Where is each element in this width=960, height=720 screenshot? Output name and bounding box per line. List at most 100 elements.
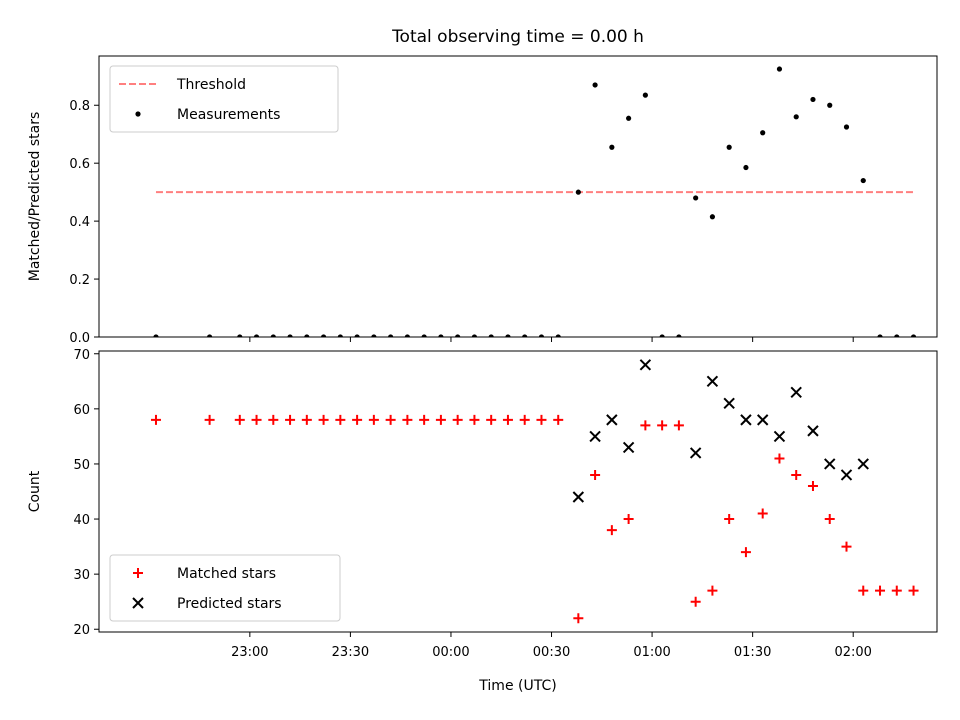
- legend-measurement-swatch: [135, 111, 141, 117]
- predicted-star-point: [606, 414, 618, 426]
- measurement-point: [505, 334, 511, 337]
- y-axis-title: Matched/Predicted stars: [27, 112, 43, 282]
- measurement-point: [388, 334, 394, 337]
- measurement-point: [354, 334, 360, 337]
- matched-star-point: [452, 414, 463, 425]
- measurement-point: [760, 130, 766, 136]
- legend-label: Measurements: [177, 107, 280, 123]
- measurement-point: [709, 214, 716, 220]
- matched-star-point: [419, 414, 430, 425]
- matched-star-point: [553, 414, 564, 425]
- x-tick-label: 00:00: [432, 645, 469, 660]
- measurement-point: [421, 334, 427, 337]
- measurement-point: [471, 334, 478, 337]
- predicted-star-point: [840, 469, 853, 481]
- matched-star-point: [724, 514, 735, 525]
- measurement-point: [270, 334, 276, 337]
- measurement-point: [538, 334, 545, 337]
- matched-star-point: [757, 508, 768, 519]
- matched-star-point: [435, 414, 446, 425]
- legend-label: Matched stars: [177, 566, 276, 582]
- measurement-point: [843, 124, 850, 130]
- measurement-point: [555, 334, 561, 337]
- measurement-point: [810, 96, 816, 103]
- data-layer: [150, 359, 919, 624]
- measurement-point: [726, 144, 732, 150]
- x-axis-title: Time (UTC): [478, 678, 556, 694]
- measurement-point: [237, 334, 243, 337]
- ratio-panel: 0.0 0.2 0.4 0.6 0.8 Matched/Predicted stars Th…: [27, 55, 938, 346]
- matched-star-point: [318, 414, 329, 425]
- measurement-point: [337, 334, 343, 337]
- counts-panel: 20 30 40 50 60 70 23:00 23:30 00:00 00:30 01:00 01:…: [27, 348, 938, 660]
- matched-star-point: [469, 414, 480, 425]
- measurement-point: [877, 334, 883, 337]
- matched-star-point: [606, 525, 617, 536]
- measurement-point: [827, 102, 833, 108]
- measurement-point: [438, 334, 444, 337]
- legend: Matched stars Predicted stars: [109, 554, 341, 622]
- measurement-point: [404, 334, 410, 337]
- measurement-point: [253, 334, 260, 337]
- predicted-star-point: [790, 386, 802, 399]
- matched-star-point: [875, 585, 886, 596]
- matched-star-point: [285, 414, 296, 425]
- matched-star-point: [858, 585, 869, 596]
- measurement-point: [488, 334, 494, 337]
- predicted-star-point: [706, 375, 719, 388]
- matched-star-point: [657, 420, 668, 431]
- y-tick-label: 0.2: [69, 273, 90, 288]
- predicted-star-point: [622, 441, 635, 454]
- legend-matched-swatch: [133, 568, 143, 578]
- x-tick-label: 23:00: [231, 645, 268, 660]
- predicted-star-point: [740, 414, 752, 426]
- y-tick-label: 40: [73, 513, 90, 528]
- predicted-star-point: [639, 359, 652, 371]
- matched-star-point: [502, 414, 513, 425]
- matched-star-point: [251, 414, 262, 425]
- predicted-star-point: [689, 447, 702, 459]
- matched-star-point: [640, 420, 651, 431]
- y-tick-label: 50: [73, 458, 90, 473]
- measurement-point: [910, 334, 917, 337]
- matched-star-point: [908, 585, 919, 596]
- legend-label: Threshold: [176, 77, 246, 93]
- matched-star-point: [536, 414, 547, 425]
- measurement-point: [575, 189, 581, 195]
- matched-star-point: [774, 453, 785, 464]
- measurement-point: [287, 334, 293, 337]
- matched-star-point: [573, 613, 584, 624]
- matched-star-point: [150, 414, 161, 425]
- matched-star-point: [335, 414, 346, 425]
- matched-star-point: [891, 585, 902, 596]
- measurement-point: [793, 114, 799, 120]
- matched-star-point: [204, 414, 215, 425]
- matched-star-point: [673, 420, 684, 431]
- measurement-point: [522, 334, 528, 337]
- x-tick-label: 02:00: [834, 645, 871, 660]
- predicted-star-point: [807, 425, 819, 437]
- plot-frame: [98, 350, 938, 633]
- y-tick-label: 0.6: [69, 157, 90, 172]
- matched-star-point: [623, 514, 634, 525]
- matched-star-point: [368, 414, 379, 425]
- measurement-point: [776, 66, 783, 72]
- legend-box: [109, 554, 341, 622]
- measurement-point: [207, 334, 213, 337]
- matched-star-point: [402, 414, 413, 425]
- matched-star-point: [268, 414, 279, 425]
- legend-predicted-swatch: [132, 597, 144, 609]
- y-axis-title: Count: [27, 470, 43, 512]
- matched-star-point: [707, 585, 718, 596]
- predicted-star-point: [756, 414, 769, 426]
- y-tick-label: 30: [73, 568, 90, 583]
- matched-star-point: [791, 469, 802, 480]
- measurement-point: [860, 177, 866, 184]
- legend: Threshold Measurements: [109, 65, 339, 133]
- measurement-point: [642, 92, 648, 98]
- data-layer: [153, 66, 917, 337]
- predicted-star-point: [857, 458, 869, 470]
- legend-box: [109, 65, 339, 133]
- matched-star-point: [385, 414, 396, 425]
